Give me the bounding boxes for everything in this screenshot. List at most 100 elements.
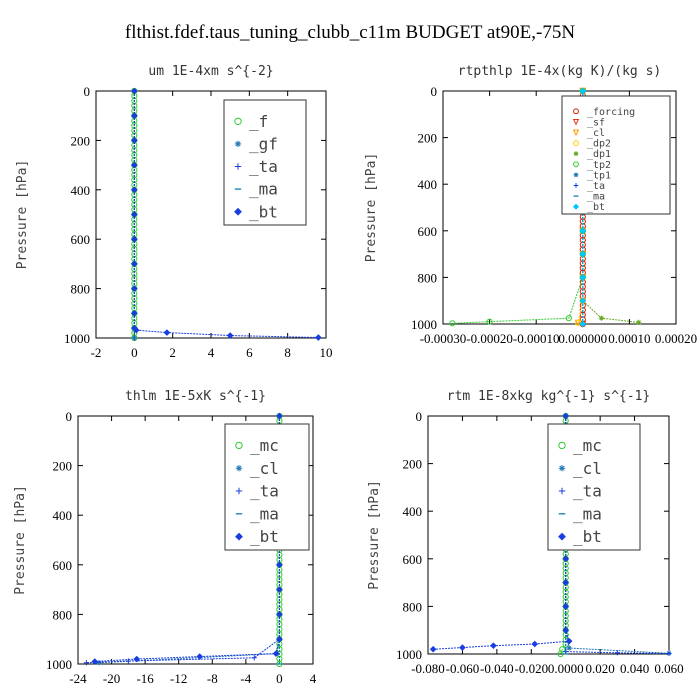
- panel-2: rtpthlp 1E-4x(kg K)/(kg s) Pressure [hPa]…: [364, 64, 697, 346]
- data-point-shape: [531, 640, 539, 648]
- data-point: [429, 645, 437, 653]
- series_bt: [131, 87, 322, 341]
- series-line: [94, 416, 280, 663]
- data-point: [562, 603, 570, 610]
- panel-title: rtpthlp 1E-4x(kg K)/(kg s): [458, 64, 662, 79]
- x-tick-label: 0: [131, 345, 138, 360]
- panel-title: um 1E-4xm s^{-2}: [148, 64, 273, 79]
- data-point-shape: [131, 260, 138, 268]
- legend-marker-shape: [234, 207, 242, 216]
- x-tick-label: 0.040: [620, 661, 649, 676]
- data-point: [579, 87, 587, 95]
- data-point: [131, 211, 138, 218]
- y-tick-label: 600: [53, 558, 73, 573]
- data-point-shape: [565, 637, 573, 645]
- data-point-shape: [562, 555, 570, 563]
- legend-marker: [235, 465, 243, 472]
- legend-marker: [234, 163, 242, 170]
- data-point-shape: [131, 186, 138, 194]
- legend-label: _tp2: [587, 160, 611, 171]
- legend-marker-shape: [235, 487, 243, 495]
- legend-marker: [572, 129, 580, 137]
- data-point-shape: [276, 561, 283, 569]
- data-point-shape: [449, 320, 456, 327]
- legend-label: _sf: [587, 117, 605, 128]
- legend-item: _tp2: [573, 160, 611, 171]
- legend-item: _bt: [558, 527, 602, 546]
- data-point: [276, 586, 283, 593]
- x-tick-label: 0.020: [586, 661, 615, 676]
- legend-label: _cl: [250, 459, 279, 478]
- x-tick-label: -0.060: [446, 661, 480, 676]
- legend-item: _cl: [572, 128, 605, 139]
- data-point: [131, 309, 138, 317]
- y-tick-label: 1000: [64, 331, 90, 346]
- y-tick-label: 400: [53, 508, 73, 523]
- data-point-shape: [163, 329, 171, 336]
- data-point: [131, 235, 138, 243]
- data-point-shape: [131, 235, 138, 243]
- plot-frame: [427, 415, 670, 655]
- legend-label: _ta: [587, 181, 605, 192]
- data-point-shape: [131, 309, 138, 317]
- legend-label: _bt: [249, 202, 278, 221]
- legend-label: _tp1: [587, 170, 611, 181]
- data-point: [196, 653, 204, 660]
- legend-label: _mc: [250, 436, 279, 455]
- legend-marker: [572, 119, 580, 126]
- data-point: [486, 318, 493, 325]
- x-tick-label: 8: [284, 345, 291, 360]
- x-tick-label: -0.080: [411, 661, 445, 676]
- data-point: [449, 320, 456, 327]
- legend-marker-shape: [572, 119, 580, 126]
- x-tick-label: -8: [207, 671, 218, 686]
- data-point: [131, 161, 138, 169]
- y-tick-label: 800: [53, 607, 73, 622]
- legend-label: _forcing: [587, 107, 635, 118]
- legend-marker: [558, 532, 566, 541]
- y-axis-label: Pressure [hPa]: [13, 485, 28, 595]
- data-point-shape: [429, 645, 437, 653]
- legend-marker-shape: [572, 129, 580, 137]
- x-tick-label: -24: [69, 671, 87, 686]
- x-tick-label: -0.00030: [420, 331, 467, 346]
- x-tick-label: 0.060: [654, 661, 683, 676]
- panel-1: um 1E-4xm s^{-2}Pressure [hPa]-2 0 2 4 6 8 100…: [15, 64, 333, 360]
- legend-label: _ta: [250, 482, 279, 501]
- data-point-shape: [276, 412, 283, 420]
- legend-label: _mc: [573, 436, 602, 455]
- data-point-shape: [666, 650, 672, 657]
- data-point-shape: [579, 320, 587, 328]
- data-point: [251, 655, 257, 661]
- legend: _mc _cl _ta _ma _bt: [224, 423, 310, 551]
- legend-box: [561, 95, 671, 215]
- data-point: [614, 650, 620, 656]
- data-point-shape: [562, 412, 570, 420]
- legend-marker-shape: [572, 203, 580, 210]
- panel-title: thlm 1E-5xK s^{-1}: [125, 389, 266, 404]
- data-point: [96, 660, 102, 666]
- legend-item: _mc: [235, 436, 279, 455]
- x-tick-label: 4: [208, 345, 215, 360]
- y-tick-label: 200: [53, 459, 73, 474]
- legend-label: _f: [249, 112, 268, 131]
- legend-marker: [558, 441, 566, 450]
- legend-marker-shape: [573, 108, 579, 115]
- data-point: [562, 412, 570, 420]
- data-point: [131, 112, 138, 120]
- legend-marker: [573, 151, 579, 157]
- legend-marker: [573, 183, 579, 188]
- data-point: [272, 650, 280, 657]
- legend-marker-shape: [573, 151, 579, 157]
- data-point-shape: [276, 635, 283, 643]
- x-tick-label: 10: [320, 345, 333, 360]
- data-point-shape: [579, 274, 587, 281]
- legend-marker-shape: [573, 183, 579, 188]
- legend-marker: [573, 172, 579, 178]
- y-axis-label: Pressure [hPa]: [15, 160, 30, 270]
- legend-item: _ta: [558, 482, 602, 501]
- legend-label: _ma: [249, 180, 278, 199]
- data-point-shape: [579, 227, 587, 235]
- data-point-shape: [565, 315, 572, 322]
